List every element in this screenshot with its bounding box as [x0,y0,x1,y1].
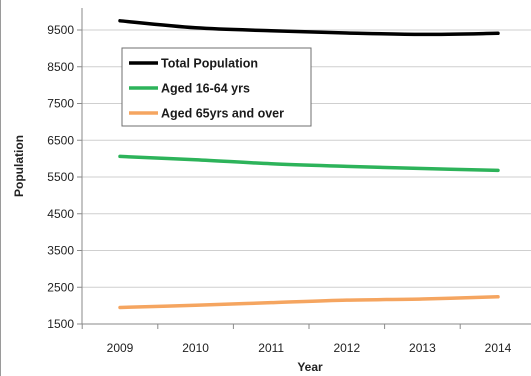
x-tick-label: 2011 [258,341,284,355]
legend-label: Total Population [161,57,258,71]
y-tick-label: 7500 [47,97,74,111]
y-tick-label: 3500 [47,244,74,258]
y-tick-label: 4500 [47,207,74,221]
series-lines [118,19,500,310]
series-line-total-population [118,19,500,37]
y-tick-label: 9500 [47,23,74,37]
y-tick-label: 5500 [47,170,74,184]
legend: Total Population Aged 16-64 yrs Aged 65yrs… [121,47,312,127]
x-axis-title: Year [297,360,323,374]
y-axis-title: Population [12,135,26,197]
y-tick-labels: 1500 2500 3500 4500 5500 6500 7500 8500 9500 [47,23,74,331]
x-tick-label: 2014 [485,341,512,355]
x-tick-label: 2010 [182,341,209,355]
x-tick-label: 2013 [409,341,436,355]
legend-entries: Total Population Aged 16-64 yrs Aged 65yrs… [129,57,284,121]
y-tick-label: 2500 [47,280,74,294]
x-tick-label: 2012 [333,341,360,355]
y-tick-label: 8500 [47,60,74,74]
x-tick-labels: 2009 2010 2011 2012 2013 2014 [107,341,512,355]
legend-label: Aged 16-64 yrs [161,82,250,96]
x-tick-label: 2009 [107,341,134,355]
y-tick-label: 6500 [47,133,74,147]
axes [77,8,531,329]
y-tick-label: 1500 [47,317,74,331]
series-line-aged-65yrs-and-over [118,295,500,310]
series-line-aged-16-64-yrs [118,154,500,173]
legend-label: Aged 65yrs and over [161,107,284,121]
